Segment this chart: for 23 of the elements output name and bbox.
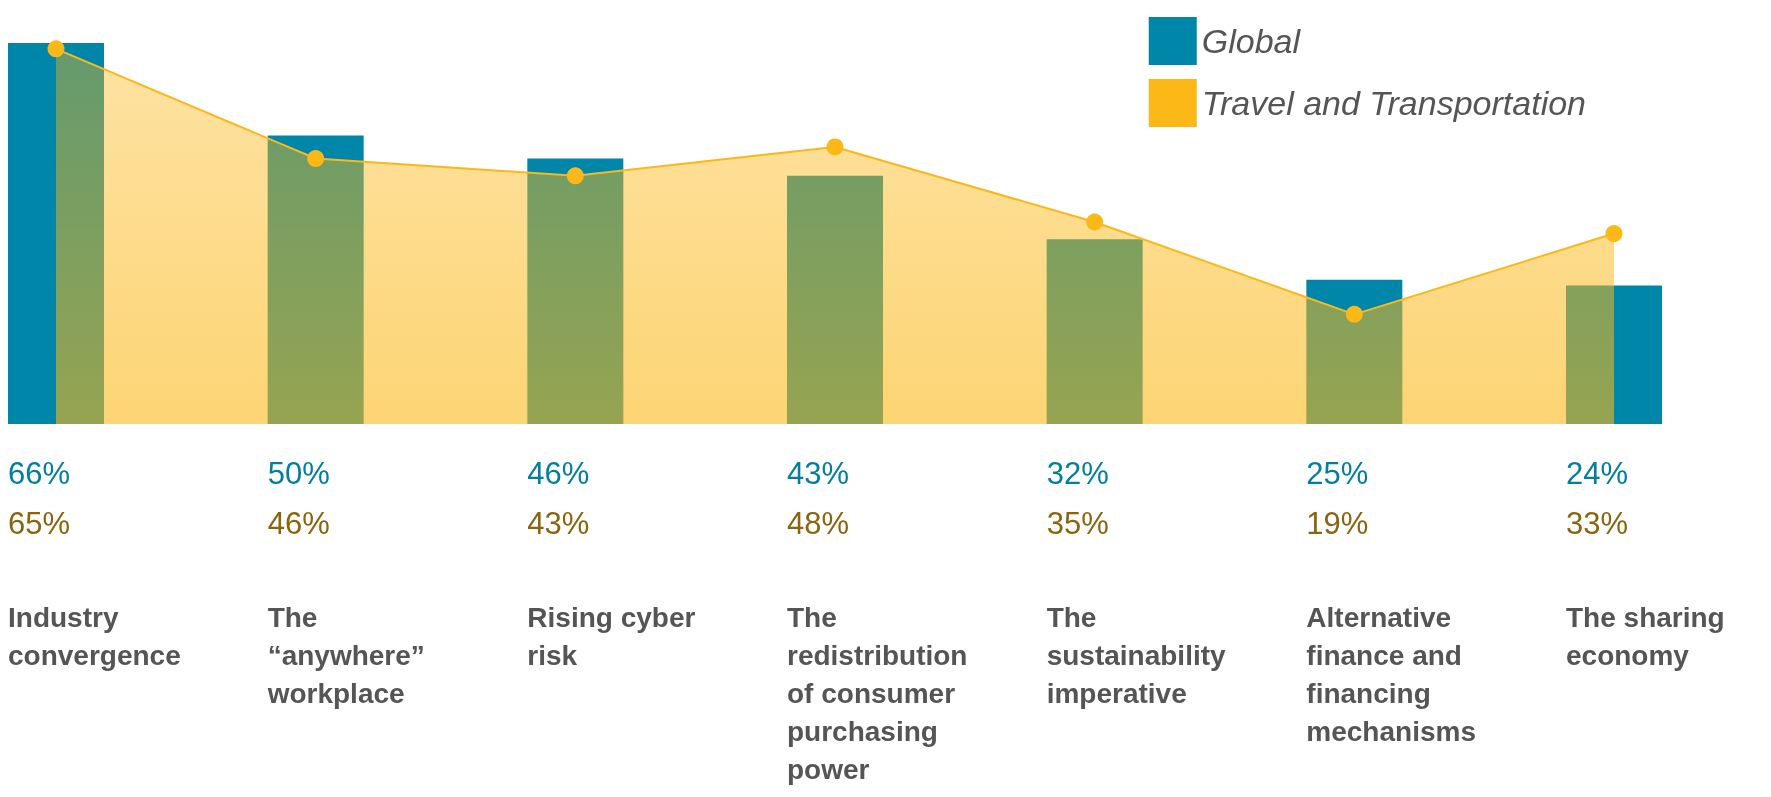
data-label: 32% — [1046, 456, 1109, 491]
data-label: 43% — [527, 506, 590, 541]
data-label: 35% — [1046, 506, 1109, 541]
data-label: 43% — [787, 456, 850, 491]
x-tick-label: Industry convergence — [8, 601, 181, 671]
x-tick-label: The “anywhere” workplace — [266, 601, 433, 709]
data-label: 48% — [787, 506, 850, 541]
data-label: 46% — [267, 506, 330, 541]
x-tick-label: The sustainability imperative — [1046, 601, 1234, 709]
x-tick-label: The redistribution of consumer purchasing power — [787, 601, 976, 785]
x-tick-label: Alternative finance and financing mechanisms — [1306, 601, 1476, 747]
data-label: 46% — [527, 456, 590, 491]
data-label: 65% — [8, 506, 71, 541]
x-tick-label: The sharing economy — [1566, 601, 1733, 671]
data-label: 33% — [1566, 506, 1629, 541]
x-tick-label: Rising cyber risk — [527, 601, 704, 671]
data-label: 25% — [1306, 456, 1369, 491]
data-label: 19% — [1306, 506, 1369, 541]
legend-label: Travel and Transportation — [1201, 84, 1587, 122]
data-label: 66% — [8, 456, 71, 491]
data-label: 50% — [267, 456, 330, 491]
data-label: 24% — [1566, 456, 1629, 491]
legend-label: Global — [1201, 22, 1302, 60]
